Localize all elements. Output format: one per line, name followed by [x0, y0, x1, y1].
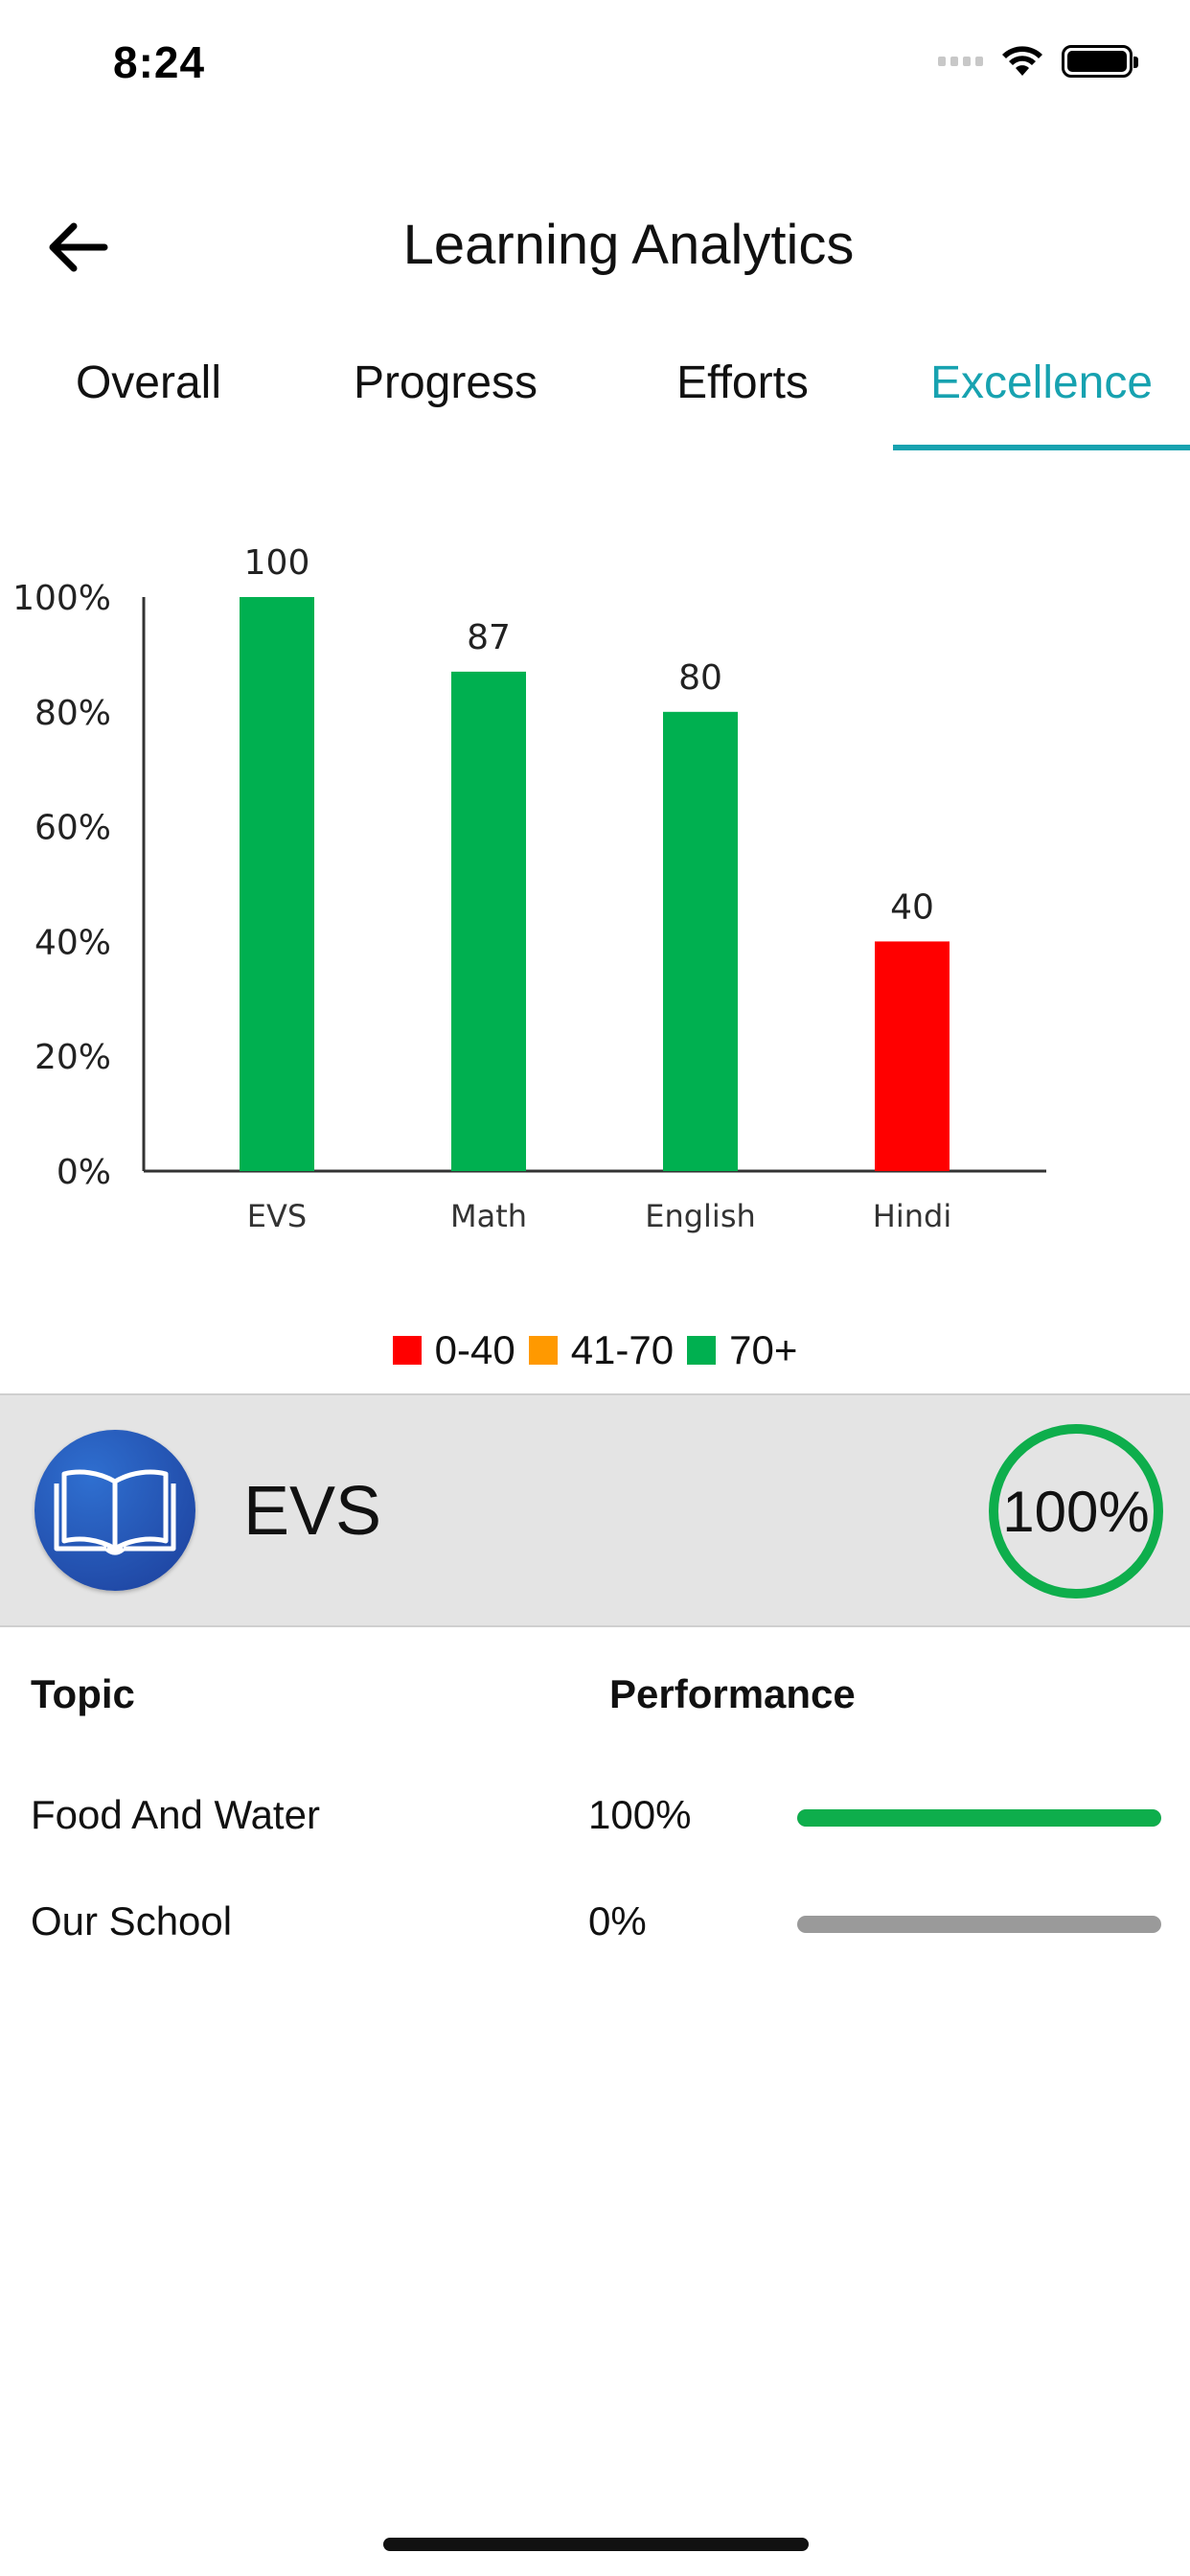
topic-percentage: 0% [588, 1898, 647, 1944]
legend-item-high: 70+ [687, 1327, 797, 1373]
tab-progress[interactable]: Progress [353, 357, 538, 408]
topic-column-header: Topic [31, 1671, 135, 1716]
y-tick-label: 0% [57, 1153, 111, 1192]
tab-bar: Overall Progress Efforts Excellence [0, 345, 1190, 452]
table-row[interactable]: Our School 0% [0, 1898, 1190, 1975]
page-title-text: Learning Analytics [402, 214, 855, 276]
legend-item-low: 0-40 [392, 1327, 515, 1373]
legend-label: 0-40 [434, 1327, 515, 1372]
active-tab-indicator [893, 445, 1190, 450]
performance-bar [797, 1916, 1161, 1933]
bar-chart: 0% 20% 40% 60% 80% 100% 100 EVS 87 Math 80 English 4… [12, 543, 1046, 1234]
page-title: Learning Analytics [0, 213, 1190, 277]
legend-swatch-orange [528, 1336, 558, 1365]
x-tick-label: Math [450, 1198, 527, 1234]
subject-score: 100% [1002, 1479, 1150, 1544]
tab-overall[interactable]: Overall [75, 357, 222, 408]
status-icons [938, 42, 1138, 80]
tab-excellence[interactable]: Excellence [929, 357, 1154, 408]
status-time: 8:24 [113, 37, 206, 87]
legend-swatch-red [392, 1336, 422, 1365]
y-tick-label: 80% [34, 694, 111, 733]
y-tick-label: 40% [34, 923, 111, 962]
y-tick-label: 100% [12, 579, 111, 618]
performance-bar-fill [797, 1809, 1161, 1827]
legend-swatch-green [687, 1336, 717, 1365]
subject-score-ring: 100% [989, 1424, 1163, 1598]
battery-icon [1062, 45, 1138, 78]
topic-name: Our School [31, 1898, 233, 1944]
bar-hindi [875, 941, 950, 1171]
legend-label: 70+ [729, 1327, 798, 1372]
data-label: 40 [890, 887, 934, 927]
back-button[interactable] [38, 209, 115, 286]
back-arrow-icon [49, 222, 108, 272]
performance-column-header: Performance [609, 1671, 856, 1716]
subject-summary[interactable]: EVS 100% [0, 1393, 1190, 1627]
bar-english [663, 711, 738, 1171]
legend-item-mid: 41-70 [528, 1327, 675, 1373]
x-tick-label: EVS [247, 1198, 307, 1234]
subject-name: EVS [243, 1473, 382, 1550]
bar-evs [240, 597, 314, 1171]
wifi-icon [1002, 46, 1042, 76]
y-tick-label: 60% [34, 809, 111, 848]
data-label: 80 [678, 658, 722, 698]
topic-name: Food And Water [31, 1792, 320, 1837]
x-tick-label: Hindi [873, 1198, 951, 1234]
home-indicator [383, 2538, 809, 2551]
x-tick-label: English [645, 1198, 756, 1234]
data-label: 100 [244, 543, 310, 583]
performance-bar [797, 1809, 1161, 1827]
table-row[interactable]: Food And Water 100% [0, 1792, 1190, 1869]
legend-label: 41-70 [570, 1327, 675, 1372]
topic-percentage: 100% [588, 1792, 692, 1837]
bar-math [451, 671, 526, 1171]
open-book-icon [34, 1430, 195, 1591]
y-tick-label: 20% [34, 1038, 111, 1077]
tab-efforts[interactable]: Efforts [676, 357, 809, 408]
chart-legend: 0-40 41-70 70+ [0, 1327, 1190, 1373]
cellular-signal-icon [938, 57, 983, 66]
data-label: 87 [467, 618, 511, 657]
